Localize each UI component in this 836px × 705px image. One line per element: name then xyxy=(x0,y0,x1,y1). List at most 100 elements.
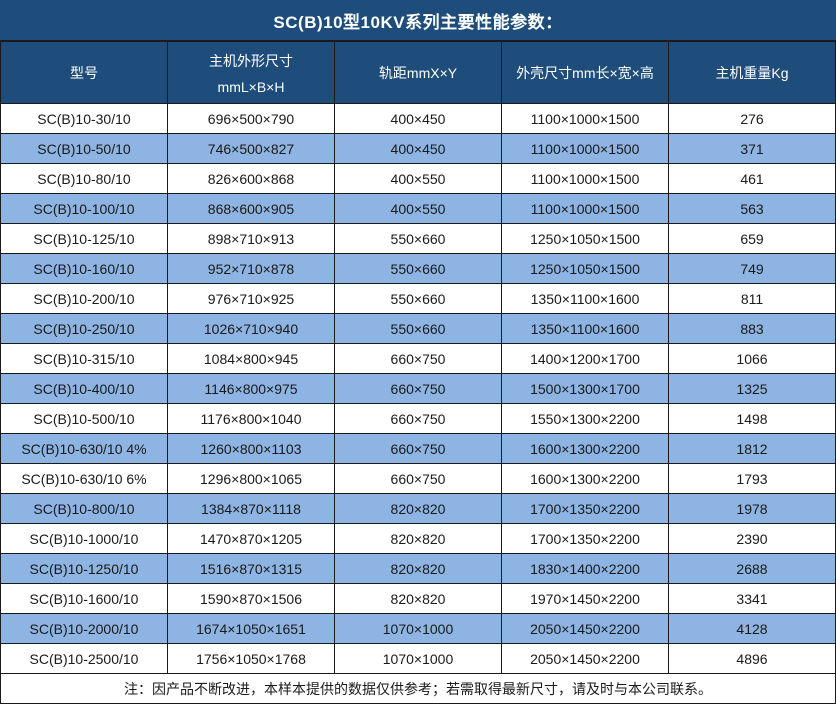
table-cell: SC(B)10-30/10 xyxy=(0,103,168,134)
table-body: SC(B)10-30/10 696×500×790 400×450 1100×1000… xyxy=(0,103,836,674)
table-cell: SC(B)10-125/10 xyxy=(0,223,168,254)
table-cell: 820×820 xyxy=(334,493,502,524)
column-header-track-gauge: 轨距mmX×Y xyxy=(334,41,502,104)
table-cell: 1600×1300×2200 xyxy=(501,433,669,464)
column-header-sublabel: mmL×B×H xyxy=(217,78,285,95)
table-cell: 1756×1050×1768 xyxy=(167,643,335,674)
table-cell: SC(B)10-500/10 xyxy=(0,403,168,434)
table-cell: 1066 xyxy=(668,343,836,374)
table-cell: 1970×1450×2200 xyxy=(501,583,669,614)
table-cell: 563 xyxy=(668,193,836,224)
table-cell: 1070×1000 xyxy=(334,613,502,644)
table-cell: 1100×1000×1500 xyxy=(501,133,669,164)
table-cell: 660×750 xyxy=(334,433,502,464)
table-cell: SC(B)10-2000/10 xyxy=(0,613,168,644)
performance-parameters-table: 型号 主机外形尺寸 mmL×B×H 轨距mmX×Y 外壳尺寸mm长×宽×高 主机… xyxy=(0,41,836,704)
table-cell: 550×660 xyxy=(334,313,502,344)
table-row: SC(B)10-630/10 6% 1296×800×1065 660×750 160… xyxy=(0,463,836,494)
table-cell: 1830×1400×2200 xyxy=(501,553,669,584)
table-cell: 820×820 xyxy=(334,583,502,614)
table-cell: 400×450 xyxy=(334,133,502,164)
table-cell: 1250×1050×1500 xyxy=(501,253,669,284)
table-cell: 1350×1100×1600 xyxy=(501,283,669,314)
table-cell: 952×710×878 xyxy=(167,253,335,284)
table-cell: 1600×1300×2200 xyxy=(501,463,669,494)
column-header-label: 轨距mmX×Y xyxy=(378,64,458,81)
table-row: SC(B)10-1600/10 1590×870×1506 820×820 1970×… xyxy=(0,583,836,614)
footer-note: 注：因产品不断改进，本样本提供的数据仅供参考；若需取得最新尺寸，请及时与本公司联… xyxy=(0,673,836,704)
table-cell: 371 xyxy=(668,133,836,164)
table-row: SC(B)10-1250/10 1516×870×1315 820×820 1830×… xyxy=(0,553,836,584)
table-cell: 696×500×790 xyxy=(167,103,335,134)
table-cell: 660×750 xyxy=(334,373,502,404)
table-row: SC(B)10-250/10 1026×710×940 550×660 1350×11… xyxy=(0,313,836,344)
column-header-weight: 主机重量Kg xyxy=(668,41,836,104)
table-cell: 400×550 xyxy=(334,163,502,194)
table-cell: SC(B)10-200/10 xyxy=(0,283,168,314)
table-footer: 注：因产品不断改进，本样本提供的数据仅供参考；若需取得最新尺寸，请及时与本公司联… xyxy=(0,673,836,704)
table-cell: 1070×1000 xyxy=(334,643,502,674)
table-cell: 1700×1350×2200 xyxy=(501,493,669,524)
table-cell: 1084×800×945 xyxy=(167,343,335,374)
table-cell: 461 xyxy=(668,163,836,194)
table-cell: 1470×870×1205 xyxy=(167,523,335,554)
table-cell: SC(B)10-1250/10 xyxy=(0,553,168,584)
column-header-label: 主机重量Kg xyxy=(715,64,789,81)
table-cell: 1550×1300×2200 xyxy=(501,403,669,434)
table-cell: 1384×870×1118 xyxy=(167,493,335,524)
table-cell: 976×710×925 xyxy=(167,283,335,314)
table-cell: 826×600×868 xyxy=(167,163,335,194)
table-cell: SC(B)10-160/10 xyxy=(0,253,168,284)
table-cell: 2390 xyxy=(668,523,836,554)
table-cell: SC(B)10-1600/10 xyxy=(0,583,168,614)
table-cell: SC(B)10-80/10 xyxy=(0,163,168,194)
table-cell: 1978 xyxy=(668,493,836,524)
column-header-label: 型号 xyxy=(70,64,98,81)
table-row: SC(B)10-80/10 826×600×868 400×550 1100×1000… xyxy=(0,163,836,194)
table-cell: 2688 xyxy=(668,553,836,584)
table-cell: SC(B)10-630/10 6% xyxy=(0,463,168,494)
table-cell: 883 xyxy=(668,313,836,344)
table-cell: 1812 xyxy=(668,433,836,464)
table-cell: SC(B)10-100/10 xyxy=(0,193,168,224)
page-title: SC(B)10型10KV系列主要性能参数： xyxy=(0,0,836,41)
table-cell: 1498 xyxy=(668,403,836,434)
table-cell: 1100×1000×1500 xyxy=(501,163,669,194)
table-cell: 749 xyxy=(668,253,836,284)
table-cell: 868×600×905 xyxy=(167,193,335,224)
table-row: SC(B)10-100/10 868×600×905 400×550 1100×100… xyxy=(0,193,836,224)
table-cell: 1325 xyxy=(668,373,836,404)
table-cell: SC(B)10-315/10 xyxy=(0,343,168,374)
table-cell: 4128 xyxy=(668,613,836,644)
table-cell: 1590×870×1506 xyxy=(167,583,335,614)
table-row: SC(B)10-500/10 1176×800×1040 660×750 1550×1… xyxy=(0,403,836,434)
table-cell: 550×660 xyxy=(334,253,502,284)
table-cell: 1516×870×1315 xyxy=(167,553,335,584)
table-cell: 1500×1300×1700 xyxy=(501,373,669,404)
table-cell: 2050×1450×2200 xyxy=(501,613,669,644)
table-row: SC(B)10-200/10 976×710×925 550×660 1350×110… xyxy=(0,283,836,314)
table-cell: 1793 xyxy=(668,463,836,494)
table-cell: SC(B)10-800/10 xyxy=(0,493,168,524)
table-cell: 2050×1450×2200 xyxy=(501,643,669,674)
table-header: 型号 主机外形尺寸 mmL×B×H 轨距mmX×Y 外壳尺寸mm长×宽×高 主机… xyxy=(0,41,836,104)
table-row: SC(B)10-160/10 952×710×878 550×660 1250×105… xyxy=(0,253,836,284)
table-row: SC(B)10-2000/10 1674×1050×1651 1070×1000 20… xyxy=(0,613,836,644)
table-cell: SC(B)10-630/10 4% xyxy=(0,433,168,464)
table-cell: 820×820 xyxy=(334,523,502,554)
column-header-label: 外壳尺寸mm长×宽×高 xyxy=(516,64,654,81)
table-cell: 1296×800×1065 xyxy=(167,463,335,494)
table-cell: 1100×1000×1500 xyxy=(501,103,669,134)
table-row: SC(B)10-800/10 1384×870×1118 820×820 1700×1… xyxy=(0,493,836,524)
table-row: SC(B)10-1000/10 1470×870×1205 820×820 1700×… xyxy=(0,523,836,554)
column-header-main-dimensions: 主机外形尺寸 mmL×B×H xyxy=(167,41,335,104)
footer-row: 注：因产品不断改进，本样本提供的数据仅供参考；若需取得最新尺寸，请及时与本公司联… xyxy=(0,673,836,704)
table-cell: 1260×800×1103 xyxy=(167,433,335,464)
table-cell: 811 xyxy=(668,283,836,314)
table-cell: 1400×1200×1700 xyxy=(501,343,669,374)
table-cell: SC(B)10-1000/10 xyxy=(0,523,168,554)
table-cell: 1674×1050×1651 xyxy=(167,613,335,644)
table-cell: SC(B)10-50/10 xyxy=(0,133,168,164)
table-cell: 550×660 xyxy=(334,283,502,314)
